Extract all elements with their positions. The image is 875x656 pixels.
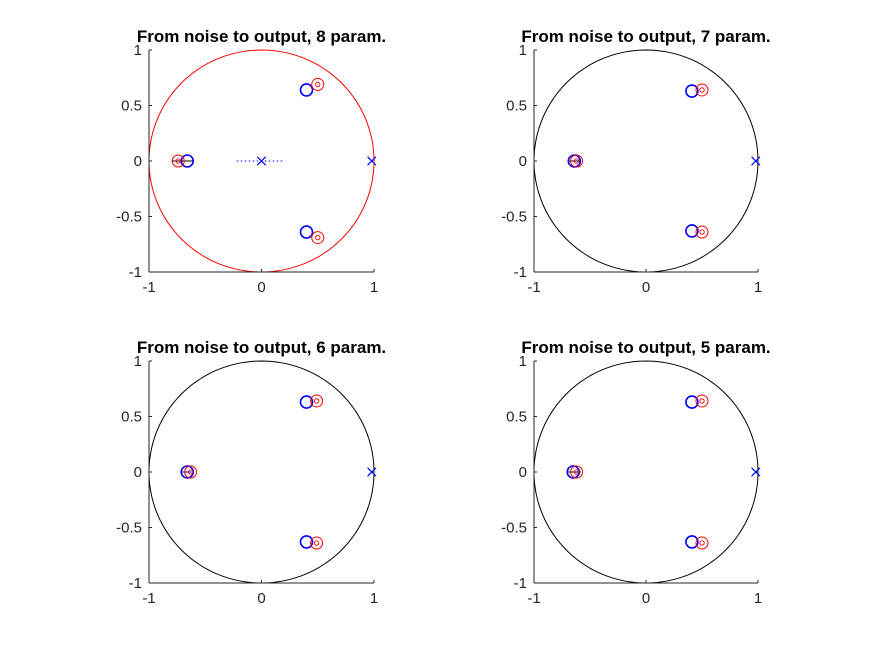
y-tick-label: -0.5 (501, 520, 527, 537)
y-tick-label: 0.5 (121, 98, 142, 115)
zero-marker-blue (180, 154, 195, 168)
zero-marker-blue (685, 84, 699, 98)
zero-marker-inner (699, 87, 705, 93)
x-tick-label: 1 (370, 279, 378, 296)
subplot-title: From noise to output, 7 param. (521, 27, 770, 46)
pole-marker (367, 467, 377, 477)
zero-marker-inner (175, 158, 181, 164)
zero-marker-red (695, 536, 709, 550)
x-tick-label: -1 (527, 279, 540, 296)
x-tick-label: 0 (257, 590, 265, 607)
zero-marker-blue (299, 395, 314, 409)
subplot-4: -1 0 1 1 0.5 0 -0.5 -1 From noise to output, 5 p… (501, 338, 771, 607)
y-tick-label: 0.5 (121, 409, 142, 426)
y-tick-label: 0 (519, 153, 527, 170)
x-tick-label: 0 (642, 279, 650, 296)
zero-marker-red (695, 225, 709, 239)
x-tick-label: 0 (642, 590, 650, 607)
zero-marker-inner (313, 398, 320, 404)
subplot-3: -1 0 1 1 0.5 0 -0.5 -1 From noise to output, 6 p… (116, 338, 386, 607)
zero-marker-inner (313, 540, 320, 546)
subplot-title: From noise to output, 8 param. (137, 27, 386, 46)
subplot-title: From noise to output, 5 param. (521, 338, 770, 357)
zero-marker-blue (299, 83, 314, 97)
x-tick-label: 1 (754, 590, 762, 607)
y-tick-label: 0 (519, 464, 527, 481)
x-tick-label: 0 (257, 279, 265, 296)
zero-marker-red (310, 394, 324, 408)
x-tick-label: 1 (370, 590, 378, 607)
pole-marker (256, 156, 267, 166)
zero-marker-red (570, 465, 584, 479)
zero-marker-blue (299, 535, 314, 549)
x-tick-label: -1 (142, 279, 155, 296)
y-tick-label: 1 (134, 353, 142, 370)
x-tick-label: -1 (142, 590, 155, 607)
zero-marker-red (695, 394, 709, 408)
y-tick-label: 0 (134, 153, 142, 170)
zero-marker-inner (315, 234, 321, 241)
pole-marker (367, 156, 377, 166)
zero-marker-blue (685, 224, 699, 238)
pole-marker (751, 156, 761, 166)
y-tick-label: -1 (514, 575, 527, 592)
x-tick-label: -1 (527, 590, 540, 607)
subplot-1: -1 0 1 1 0.5 0 -0.5 -1 From noise to output, 8 p… (116, 27, 386, 296)
subplot-title: From noise to output, 6 param. (137, 338, 386, 357)
zero-marker-inner (573, 469, 580, 475)
zero-marker-inner (315, 81, 321, 88)
zero-marker-red (695, 83, 709, 97)
y-tick-label: -1 (129, 575, 142, 592)
zero-marker-inner (573, 158, 580, 164)
zero-marker-red (570, 154, 584, 168)
x-tick-label: 1 (754, 279, 762, 296)
zero-marker-red (310, 536, 324, 550)
zero-marker-red (184, 465, 198, 479)
zero-marker-blue (685, 535, 699, 549)
y-tick-label: 0 (134, 464, 142, 481)
zero-marker-blue (685, 395, 699, 409)
zero-marker-inner (699, 398, 705, 404)
y-tick-label: -1 (514, 264, 527, 281)
y-tick-label: 1 (134, 42, 142, 59)
pole-marker (751, 467, 761, 477)
zero-marker-red (311, 77, 325, 91)
zero-marker-inner (187, 469, 194, 475)
zero-marker-inner (699, 229, 705, 235)
y-tick-label: -0.5 (501, 209, 527, 226)
y-tick-label: 1 (519, 353, 527, 370)
zero-marker-blue (299, 225, 314, 239)
zero-marker-red (171, 154, 185, 168)
y-tick-label: -0.5 (116, 209, 142, 226)
y-tick-label: 1 (519, 42, 527, 59)
zero-marker-red (311, 231, 325, 245)
y-tick-label: 0.5 (506, 98, 527, 115)
y-tick-label: -0.5 (116, 520, 142, 537)
zero-marker-inner (699, 540, 705, 546)
subplot-2: -1 0 1 1 0.5 0 -0.5 -1 From noise to output, 7 p… (501, 27, 771, 296)
y-tick-label: -1 (129, 264, 142, 281)
y-tick-label: 0.5 (506, 409, 527, 426)
